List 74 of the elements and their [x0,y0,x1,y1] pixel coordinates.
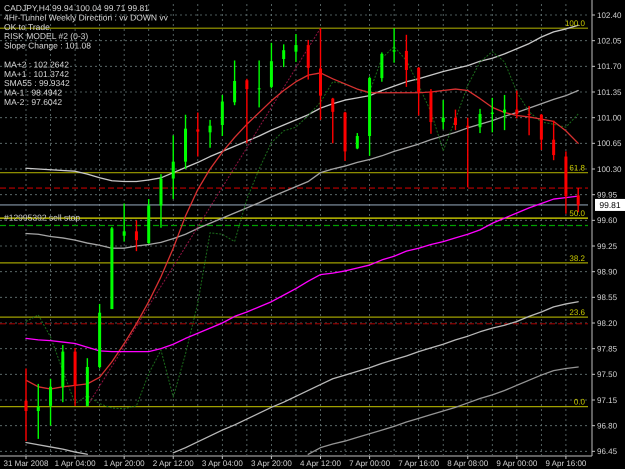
x-tick-label: 1 Apr 04:00 [54,459,96,468]
annotation: SMA55 : 99.9342 [4,78,70,88]
candlestick [466,116,470,188]
annotation: MA-1 : 98.4942 [4,88,62,98]
annotation: 38.2 [569,254,586,263]
candlestick [528,105,531,136]
annotation: 61.8 [569,164,586,173]
x-tick-label: 1 Apr 20:00 [104,459,146,468]
x-tick-label: 2 Apr 12:00 [152,459,194,468]
annotation: MA-2 : 97.6042 [4,97,62,107]
candlestick [442,99,445,130]
candlestick [24,368,28,442]
x-tick-label: 31 Mar 2008 [4,459,50,468]
x-tick-label: 4 Apr 12:00 [300,459,342,468]
candlestick [490,97,494,134]
y-tick-label: 101.70 [597,62,622,72]
annotation: MA+2 : 102.2642 [4,59,70,70]
candlestick [331,97,334,144]
candlestick [233,60,236,106]
y-tick-label: 100.65 [597,139,622,148]
annotation: 0.0 [574,398,586,407]
candlestick [134,220,138,252]
y-tick-label: 98.20 [597,318,618,328]
candlestick [503,94,506,131]
candlestick [258,60,261,108]
y-tick-label: 97.50 [597,370,618,380]
annotation: Slope Change : 101.08 [4,40,92,51]
y-tick-label: 98.55 [597,293,618,302]
y-tick-label: 99.95 [597,190,618,200]
candlestick [36,383,40,440]
candlestick [172,134,175,200]
annotation: RISK MODEL #2 (0-3) [4,31,88,42]
y-tick-label: 96.80 [597,421,618,430]
y-tick-label: 98.90 [597,267,618,276]
annotation: 4Hr-Tunnel Weekly Direction : vv DOWN vv [4,12,169,22]
y-tick-label: 97.85 [597,344,618,354]
y-tick-label: 96.45 [597,447,618,456]
y-tick-label: 100.30 [597,164,622,174]
annotation: 50.0 [569,209,586,218]
candlestick [552,120,556,161]
x-tick-label: 9 Apr 16:00 [545,459,587,468]
candlestick [306,39,310,80]
y-tick-label: 102.40 [597,10,622,20]
x-tick-label: 9 Apr 00:00 [496,459,538,468]
y-tick-label: 97.15 [597,396,618,405]
candlestick [356,132,359,150]
candlestick [245,78,248,144]
x-tick-label: 8 Apr 08:00 [447,459,489,468]
candlestick [515,90,518,120]
ref-line-label: 99.81 [599,200,621,210]
annotation: 23.6 [569,308,586,318]
candlestick [49,378,52,426]
x-tick-label: 7 Apr 16:00 [398,459,440,468]
y-tick-label: 101.00 [597,113,622,122]
candlestick [122,202,126,242]
annotation: MA+1 : 101.3742 [4,68,70,79]
annotation: 100.0 [564,19,586,28]
candlestick [220,94,224,137]
candlestick [294,33,298,63]
x-tick-label: 3 Apr 04:00 [202,459,244,468]
candlestick [454,108,457,131]
candlestick [196,112,200,158]
y-tick-label: 101.35 [597,88,622,97]
x-tick-label: 3 Apr 20:00 [250,459,292,468]
y-tick-label: 102.05 [597,36,622,46]
candlestick [478,108,482,134]
y-tick-label: 99.25 [597,242,618,251]
candlestick [392,28,396,64]
x-tick-label: 7 Apr 00:00 [349,459,391,468]
candlestick [208,119,212,148]
chart-title: CADJPY,H4 99.94 100.04 99.71 99.81 [4,3,150,13]
candlestick [404,34,408,88]
y-tick-label: 99.60 [597,216,618,226]
candlestick [282,44,286,68]
